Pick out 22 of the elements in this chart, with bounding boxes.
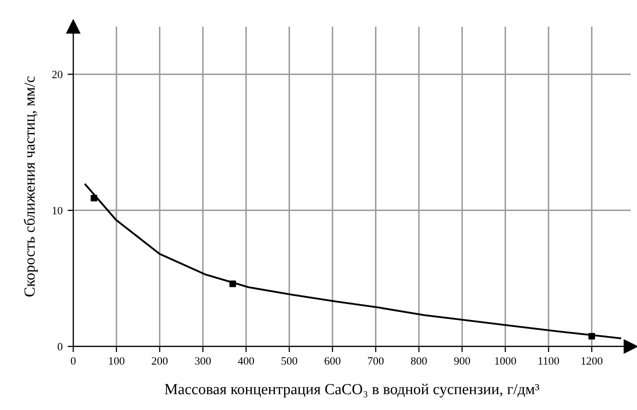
- y-tick-label: 20: [52, 70, 62, 78]
- x-tick-label: 0: [70, 357, 76, 365]
- line-series: [84, 184, 622, 340]
- x-tick-label: 200: [152, 357, 168, 365]
- x-tick-label: 600: [324, 357, 340, 365]
- y-tick-label: 10: [52, 206, 62, 214]
- point: [90, 194, 98, 202]
- point: [229, 280, 236, 288]
- x-tick-label: 1000: [495, 357, 516, 365]
- x-tick-label: 100: [109, 357, 124, 365]
- y-tick-label: 0: [58, 342, 62, 350]
- x-tick-label: 1200: [582, 357, 602, 365]
- x-tick-label: 800: [411, 357, 427, 365]
- x-tick-label: 700: [368, 357, 384, 365]
- x-tick-label: 1100: [538, 357, 560, 365]
- y-axis-title: Скорость сближения частиц, мм/с: [24, 76, 38, 296]
- x-axis-title: Массовая концентрация CaCO₃ в водной суспензии, г/дм³: [164, 384, 540, 398]
- x-tick-label: 500: [282, 357, 298, 365]
- point: [588, 332, 596, 340]
- x-tick-label: 400: [238, 357, 254, 365]
- x-tick-label: 300: [195, 357, 211, 365]
- x-tick-label: 900: [454, 357, 470, 365]
